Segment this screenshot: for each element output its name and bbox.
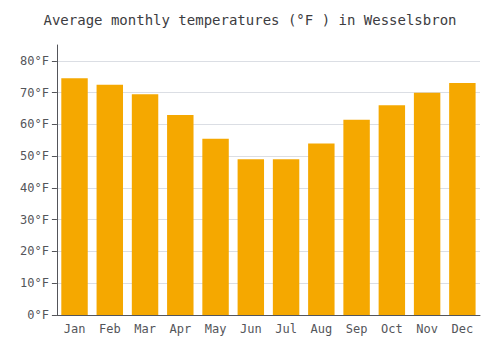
svg-text:Oct: Oct (381, 322, 403, 336)
svg-text:Average monthly temperatures (: Average monthly temperatures (°F ) in We… (43, 12, 456, 28)
svg-text:Feb: Feb (99, 322, 121, 336)
svg-text:70°F: 70°F (20, 86, 49, 100)
svg-text:60°F: 60°F (20, 117, 49, 131)
svg-text:Mar: Mar (134, 322, 156, 336)
svg-text:30°F: 30°F (20, 213, 49, 227)
svg-text:Dec: Dec (452, 322, 474, 336)
svg-text:40°F: 40°F (20, 181, 49, 195)
svg-text:Jun: Jun (240, 322, 262, 336)
svg-text:May: May (205, 322, 227, 336)
svg-text:Jan: Jan (64, 322, 86, 336)
svg-text:80°F: 80°F (20, 54, 49, 68)
svg-text:Apr: Apr (169, 322, 191, 336)
svg-text:50°F: 50°F (20, 149, 49, 163)
svg-text:0°F: 0°F (27, 308, 49, 322)
svg-text:20°F: 20°F (20, 244, 49, 258)
svg-text:Sep: Sep (346, 322, 368, 336)
svg-text:Aug: Aug (310, 322, 332, 336)
svg-text:10°F: 10°F (20, 276, 49, 290)
svg-text:Jul: Jul (275, 322, 297, 336)
svg-text:Nov: Nov (416, 322, 438, 336)
